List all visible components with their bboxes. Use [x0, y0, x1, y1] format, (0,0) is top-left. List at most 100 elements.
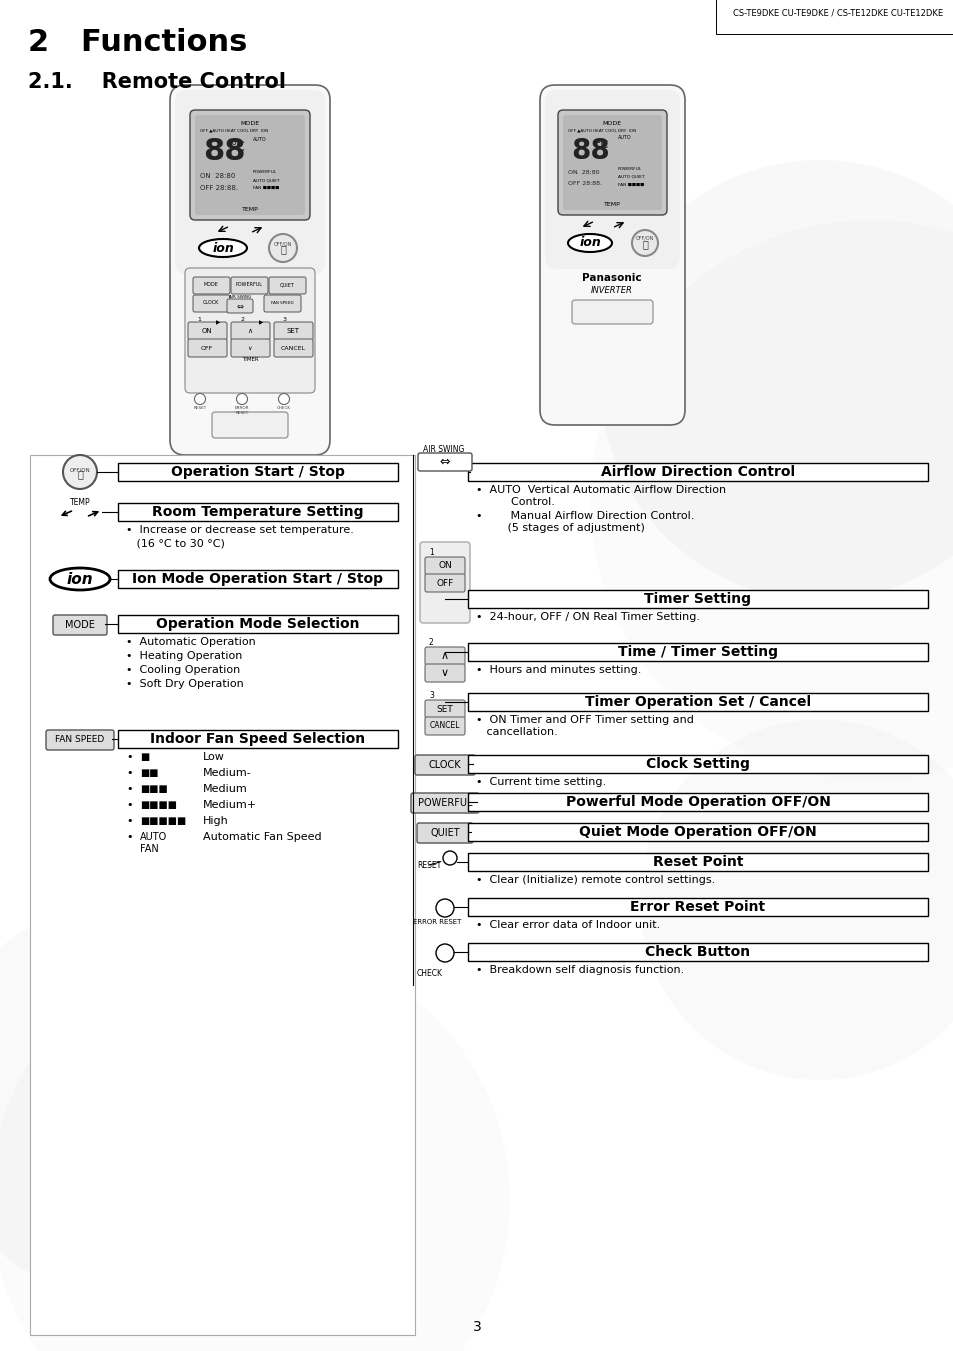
FancyBboxPatch shape [227, 299, 253, 313]
Text: RESET: RESET [416, 861, 441, 870]
Circle shape [639, 720, 953, 1079]
Text: •: • [126, 832, 132, 842]
Text: ON  28:80: ON 28:80 [200, 173, 235, 178]
Text: ▶: ▶ [258, 320, 263, 326]
Text: OFF: OFF [436, 578, 453, 588]
Text: •: • [126, 784, 132, 794]
Text: ⏻: ⏻ [77, 469, 83, 480]
Ellipse shape [50, 567, 110, 590]
Text: ON: ON [437, 562, 452, 570]
FancyBboxPatch shape [424, 700, 464, 717]
Text: ∨: ∨ [440, 667, 449, 678]
Text: •  Clear error data of Indoor unit.: • Clear error data of Indoor unit. [476, 920, 659, 929]
Text: SET: SET [286, 328, 299, 334]
Bar [468, 823, 927, 842]
FancyBboxPatch shape [194, 115, 305, 215]
Text: RESET: RESET [193, 407, 207, 409]
Text: ■: ■ [140, 753, 149, 762]
Text: Control.: Control. [476, 497, 555, 507]
Circle shape [436, 898, 454, 917]
Text: 3: 3 [429, 690, 434, 700]
FancyBboxPatch shape [231, 322, 270, 340]
Text: •  Breakdown self diagnosis function.: • Breakdown self diagnosis function. [476, 965, 683, 975]
Text: Airflow Direction Control: Airflow Direction Control [600, 465, 794, 480]
Text: •: • [126, 767, 132, 778]
Bar [468, 852, 927, 871]
FancyBboxPatch shape [572, 300, 652, 324]
Text: CHECK: CHECK [416, 969, 442, 978]
Text: Ion Mode Operation Start / Stop: Ion Mode Operation Start / Stop [132, 571, 383, 586]
Text: CHECK: CHECK [276, 407, 291, 409]
FancyBboxPatch shape [411, 793, 478, 813]
Text: Timer Setting: Timer Setting [644, 592, 751, 607]
Text: ⏻: ⏻ [641, 239, 647, 249]
Text: Medium: Medium [203, 784, 248, 794]
Text: CS-TE9DKE CU-TE9DKE / CS-TE12DKE CU-TE12DKE: CS-TE9DKE CU-TE9DKE / CS-TE12DKE CU-TE12… [732, 8, 942, 18]
Text: FAN ■■■■: FAN ■■■■ [253, 186, 279, 190]
Text: •: • [126, 753, 132, 762]
Text: AIR SWING: AIR SWING [422, 444, 464, 454]
Text: ⇔: ⇔ [236, 301, 243, 311]
Text: Quiet Mode Operation OFF/ON: Quiet Mode Operation OFF/ON [578, 825, 816, 839]
Text: •  Cooling Operation: • Cooling Operation [126, 665, 240, 676]
Circle shape [599, 159, 953, 600]
Text: ERROR RESET: ERROR RESET [413, 919, 461, 925]
FancyBboxPatch shape [174, 91, 325, 274]
Bar [468, 793, 927, 811]
Text: OFF/ON: OFF/ON [635, 236, 654, 240]
FancyBboxPatch shape [274, 339, 313, 357]
Text: Operation Start / Stop: Operation Start / Stop [171, 465, 345, 480]
Text: POWERFUL: POWERFUL [235, 282, 262, 288]
Text: ■■■■■: ■■■■■ [140, 816, 186, 825]
FancyBboxPatch shape [264, 295, 301, 312]
Bar [468, 898, 927, 916]
Bar [30, 455, 415, 1335]
FancyBboxPatch shape [419, 542, 470, 623]
FancyBboxPatch shape [46, 730, 113, 750]
Text: Medium+: Medium+ [203, 800, 257, 811]
Text: •: • [126, 800, 132, 811]
Text: •  24-hour, OFF / ON Real Timer Setting.: • 24-hour, OFF / ON Real Timer Setting. [476, 612, 700, 621]
Text: CLOCK: CLOCK [203, 300, 219, 305]
Circle shape [589, 220, 953, 780]
Text: FAN SPEED: FAN SPEED [55, 735, 105, 744]
Text: 2: 2 [241, 317, 245, 322]
Text: Clock Setting: Clock Setting [645, 757, 749, 771]
Text: ON: ON [201, 328, 213, 334]
Text: Powerful Mode Operation OFF/ON: Powerful Mode Operation OFF/ON [565, 794, 829, 809]
FancyBboxPatch shape [212, 412, 288, 438]
FancyBboxPatch shape [185, 267, 314, 393]
Bar [118, 570, 397, 588]
Text: AIR SWING: AIR SWING [229, 295, 251, 299]
Circle shape [0, 900, 330, 1300]
FancyBboxPatch shape [170, 85, 330, 455]
Text: Low: Low [203, 753, 225, 762]
Text: Time / Timer Setting: Time / Timer Setting [618, 644, 778, 659]
Circle shape [631, 230, 658, 255]
Text: Reset Point: Reset Point [652, 855, 742, 869]
Text: •  Clear (Initialize) remote control settings.: • Clear (Initialize) remote control sett… [476, 875, 715, 885]
Text: ■■■: ■■■ [140, 784, 168, 794]
Circle shape [236, 393, 247, 404]
FancyBboxPatch shape [417, 453, 472, 471]
Text: OFF ▲AUTO HEAT COOL DRY  ION: OFF ▲AUTO HEAT COOL DRY ION [567, 128, 636, 132]
Text: Room Temperature Setting: Room Temperature Setting [152, 505, 363, 519]
Circle shape [442, 851, 456, 865]
Text: •  Automatic Operation: • Automatic Operation [126, 638, 255, 647]
Text: ∧: ∧ [247, 328, 253, 334]
Text: •: • [126, 816, 132, 825]
FancyBboxPatch shape [415, 755, 475, 775]
FancyBboxPatch shape [193, 295, 230, 312]
Text: FAN ■■■■: FAN ■■■■ [618, 182, 643, 186]
Text: 2   Functions: 2 Functions [28, 28, 247, 57]
Text: ■■: ■■ [140, 767, 158, 778]
FancyBboxPatch shape [274, 322, 313, 340]
Circle shape [278, 393, 289, 404]
Text: POWERFUL: POWERFUL [417, 798, 472, 808]
Text: ℃: ℃ [596, 141, 608, 150]
FancyBboxPatch shape [424, 557, 464, 576]
Text: TEMP: TEMP [70, 499, 91, 507]
Text: 1: 1 [197, 317, 201, 322]
Text: OFF 28:88.: OFF 28:88. [200, 185, 238, 190]
Text: (5 stages of adjustment): (5 stages of adjustment) [476, 523, 644, 534]
